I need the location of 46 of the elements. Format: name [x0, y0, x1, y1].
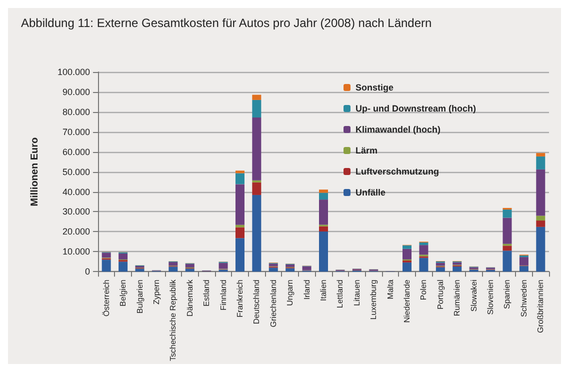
chart-title: Abbildung 11: Externe Gesamtkosten für Autos pro Jahr (2008) nach Ländern	[21, 16, 432, 30]
y-tick-label: 90.000	[62, 86, 90, 97]
x-tick-label: Estland	[202, 280, 212, 306]
y-tick-label: 30.000	[62, 206, 90, 217]
x-tick-label: Frankreich	[235, 280, 244, 318]
y-tick-label: 60.000	[62, 146, 90, 157]
x-tick-label: Litauen	[352, 280, 362, 306]
y-tick-label: 70.000	[62, 126, 90, 137]
x-tick-label: Griechenland	[268, 280, 278, 328]
legend-label: Luftverschmutzung	[356, 166, 440, 176]
x-tick-label: Luxemburg	[369, 280, 378, 320]
x-tick-label: Großbritannien	[536, 280, 546, 333]
x-tick-label: Belgien	[118, 280, 128, 306]
legend-label: Lärm	[356, 146, 378, 156]
x-tick-label: Slovenien	[486, 280, 496, 315]
x-tick-label: Polen	[419, 280, 428, 300]
x-tick-label: Malta	[386, 279, 395, 300]
legend-label: Up- und Downstream (hoch)	[356, 104, 476, 114]
x-tick-label: Österreich	[102, 280, 111, 317]
y-tick-label: 0	[84, 266, 90, 277]
y-tick-label: 80.000	[62, 106, 90, 117]
x-tick-label: Dänemark	[185, 278, 194, 317]
legend-label: Klimawandel (hoch)	[356, 124, 441, 134]
y-tick-label: 50.000	[62, 166, 90, 177]
y-tick-label: 10.000	[62, 246, 90, 257]
y-tick-label: 40.000	[62, 186, 90, 197]
x-tick-label: Niederlande	[402, 279, 412, 323]
x-tick-label: Rumänien	[452, 280, 462, 316]
x-tick-label: Lettland	[336, 280, 345, 308]
legend-label: Sonstige	[356, 82, 394, 92]
y-tick-label: 20.000	[62, 226, 90, 237]
legend-label: Unfälle	[356, 188, 386, 198]
x-tick-label: Schweden	[519, 280, 528, 317]
x-tick-label: Ungarn	[286, 280, 295, 306]
x-tick-label: Bulgarien	[135, 280, 144, 314]
x-tick-label: Deutschland	[252, 280, 262, 324]
y-tick-label: 100.000	[57, 67, 90, 77]
x-tick-label: Slowakei	[469, 279, 478, 312]
y-axis-title: Millionen Euro	[30, 137, 40, 206]
x-tick-label: Zypern	[152, 280, 161, 305]
x-tick-label: Portugal	[436, 279, 445, 310]
x-tick-label: Finnland	[218, 280, 228, 310]
x-tick-label: Spanien	[502, 280, 512, 309]
x-tick-label: Tschechische Republik	[168, 278, 178, 361]
x-tick-label: Irland	[302, 280, 312, 300]
x-tick-label: Italien	[319, 280, 328, 301]
